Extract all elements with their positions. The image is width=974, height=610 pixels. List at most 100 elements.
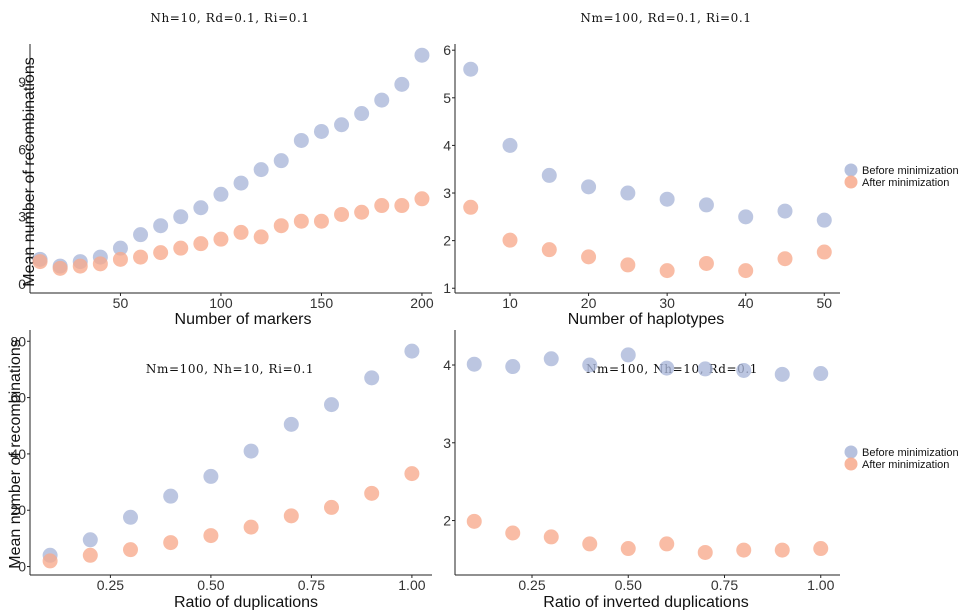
x-tick-label: 0.25 xyxy=(518,577,545,593)
y-axis-label: Mean number of recombinations xyxy=(21,57,38,286)
point-after xyxy=(774,542,790,558)
y-tick-label: 1 xyxy=(443,280,451,296)
point-before xyxy=(502,137,518,153)
point-after xyxy=(203,528,219,544)
x-tick-label: 0.75 xyxy=(298,577,325,593)
x-tick-label: 0.25 xyxy=(97,577,124,593)
point-before xyxy=(777,203,793,219)
point-before xyxy=(698,197,714,213)
point-before xyxy=(620,347,636,363)
point-after xyxy=(404,466,420,482)
point-before xyxy=(273,153,289,169)
point-after xyxy=(620,541,636,557)
x-tick-label: 40 xyxy=(738,295,754,311)
point-before xyxy=(394,76,410,92)
legend-marker-before xyxy=(844,445,858,459)
point-after xyxy=(153,245,169,261)
x-tick-label: 10 xyxy=(502,295,518,311)
point-after xyxy=(243,519,259,535)
point-after xyxy=(42,553,58,569)
panel-title: Nh=10, Rd=0.1, Ri=0.1 xyxy=(150,11,309,25)
legend-marker-before xyxy=(844,163,858,177)
y-tick-label: 20 xyxy=(10,502,26,518)
panel-title: Nm=100, Rd=0.1, Ri=0.1 xyxy=(580,11,751,25)
x-tick-label: 50 xyxy=(816,295,832,311)
point-after xyxy=(273,218,289,234)
y-tick-label: 2 xyxy=(443,233,451,249)
point-before xyxy=(293,132,309,148)
x-tick-label: 50 xyxy=(113,295,129,311)
x-tick-label: 0.50 xyxy=(615,577,642,593)
point-before xyxy=(414,47,430,63)
point-before xyxy=(463,61,479,77)
y-tick-label: 3 xyxy=(18,209,26,225)
y-tick-label: 9 xyxy=(18,74,26,90)
y-tick-label: 6 xyxy=(443,42,451,58)
point-before xyxy=(253,162,269,178)
point-before xyxy=(203,468,219,484)
point-after xyxy=(816,244,832,260)
point-before xyxy=(774,366,790,382)
point-before xyxy=(233,175,249,191)
point-after xyxy=(581,249,597,265)
x-axis-label: Ratio of duplications xyxy=(174,594,318,610)
x-axis-label: Number of markers xyxy=(175,311,312,328)
point-after xyxy=(72,258,88,274)
point-before xyxy=(313,123,329,139)
point-before xyxy=(541,167,557,183)
panel-3: 0.25 0.50 0.75 1.00 0 20 40 60 80 Ratio of duplic… xyxy=(7,330,432,610)
point-after xyxy=(502,232,518,248)
y-tick-label: 0 xyxy=(18,559,26,575)
point-before xyxy=(505,359,521,375)
legend-marker-after xyxy=(844,175,858,189)
point-after xyxy=(466,513,482,529)
point-after xyxy=(505,525,521,541)
point-before xyxy=(213,186,229,202)
point-after xyxy=(283,508,299,524)
panel-4: 0.25 0.50 0.75 1.00 2 3 4 Ratio of inverted dup… xyxy=(443,330,840,610)
point-before xyxy=(659,191,675,207)
legend-label: Before minimization xyxy=(862,447,959,459)
x-tick-label: 20 xyxy=(581,295,597,311)
y-tick-label: 4 xyxy=(443,137,451,153)
x-tick-label: 1.00 xyxy=(807,577,834,593)
point-before xyxy=(466,356,482,372)
point-before xyxy=(581,179,597,195)
point-before xyxy=(283,416,299,432)
point-after xyxy=(736,542,752,558)
x-tick-label: 150 xyxy=(310,295,334,311)
y-axis-label: Mean number of recombinations xyxy=(7,339,24,568)
point-after xyxy=(173,240,189,256)
x-tick-label: 0.75 xyxy=(711,577,738,593)
point-before xyxy=(813,366,829,382)
point-after xyxy=(293,213,309,229)
point-after xyxy=(541,242,557,258)
y-tick-label: 6 xyxy=(18,141,26,157)
point-after xyxy=(463,199,479,215)
legend-label: After minimization xyxy=(862,459,949,471)
point-after xyxy=(334,206,350,222)
point-before xyxy=(354,106,370,122)
point-before xyxy=(659,360,675,376)
y-tick-label: 3 xyxy=(443,435,451,451)
point-after xyxy=(374,198,390,214)
legend-label: After minimization xyxy=(862,177,949,189)
point-after xyxy=(543,529,559,545)
point-after xyxy=(163,535,179,551)
point-after xyxy=(123,542,138,558)
y-tick-label: 2 xyxy=(443,513,451,529)
point-after xyxy=(414,191,430,207)
point-before xyxy=(82,532,98,548)
point-after xyxy=(92,256,108,272)
point-after xyxy=(133,249,149,265)
point-after xyxy=(82,547,98,563)
x-tick-label: 0.50 xyxy=(197,577,224,593)
point-after xyxy=(52,260,68,276)
y-tick-label: 80 xyxy=(10,333,26,349)
y-tick-label: 5 xyxy=(443,90,451,106)
y-tick-label: 4 xyxy=(443,357,451,373)
point-after xyxy=(394,198,410,214)
